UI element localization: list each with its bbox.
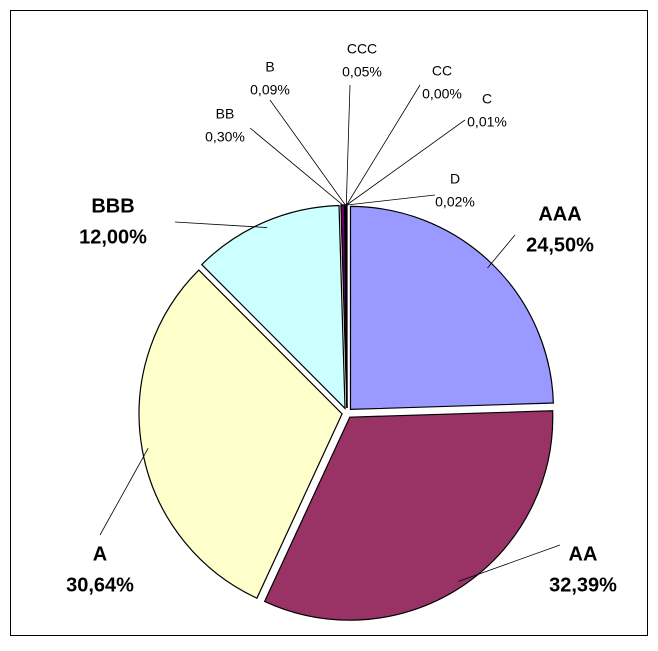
slice-value-label: 0,01% bbox=[467, 114, 507, 130]
slice-name: B bbox=[265, 59, 274, 75]
slice-value-label: 0,00% bbox=[422, 86, 462, 102]
slice-value-label: 0,02% bbox=[435, 194, 475, 210]
slice-value-label: 0,30% bbox=[205, 129, 245, 145]
slice-value-label: 24,50% bbox=[526, 234, 594, 256]
slice-name: AAA bbox=[538, 203, 581, 225]
slice-value-label: 12,00% bbox=[79, 226, 147, 248]
slice-value-label: 0,09% bbox=[250, 82, 290, 98]
slice-name: BB bbox=[216, 106, 235, 122]
slice-value-label: 32,39% bbox=[549, 574, 617, 596]
slice-name: AA bbox=[569, 543, 598, 565]
slice-value-label: 30,64% bbox=[66, 574, 134, 596]
slice-name: CCC bbox=[347, 41, 377, 57]
slice-name: A bbox=[93, 543, 107, 565]
slice-name: CC bbox=[432, 63, 452, 79]
slice-value-label: 0,05% bbox=[342, 64, 382, 80]
slice-name: D bbox=[450, 171, 460, 187]
slice-name: C bbox=[482, 91, 492, 107]
slice-name: BBB bbox=[91, 195, 134, 217]
